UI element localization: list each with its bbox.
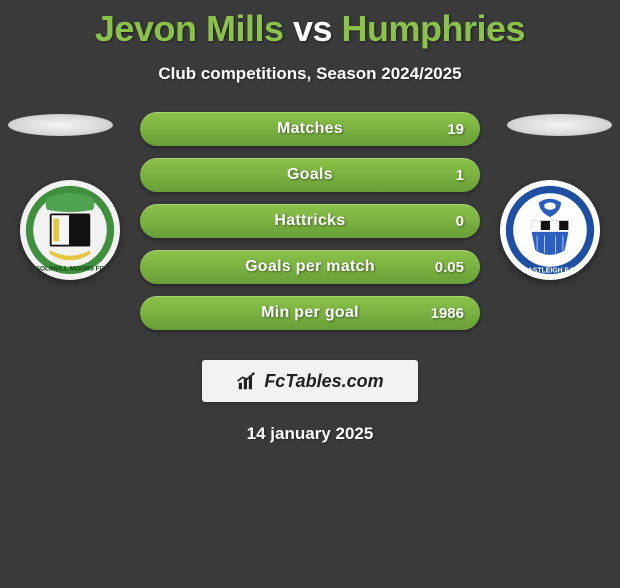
stat-row-goals: Goals 1 (140, 158, 480, 192)
avatar-placeholder-right (507, 114, 612, 136)
club-badge-left: SOLIHULL MOORS FC (20, 180, 120, 280)
branding-box: FcTables.com (202, 360, 418, 402)
snapshot-date: 14 january 2025 (0, 424, 620, 444)
stat-row-matches: Matches 19 (140, 112, 480, 146)
stats-rows: Matches 19 Goals 1 Hattricks 0 Goals per… (140, 112, 480, 342)
stat-label: Hattricks (274, 212, 345, 230)
comparison-title: Jevon Mills vs Humphries (0, 8, 620, 50)
stat-value: 0.05 (435, 259, 464, 276)
svg-text:EASTLEIGH F.C.: EASTLEIGH F.C. (523, 267, 577, 274)
svg-text:SOLIHULL MOORS FC: SOLIHULL MOORS FC (36, 265, 105, 272)
solihull-moors-crest-icon: SOLIHULL MOORS FC (24, 184, 116, 276)
stat-value: 0 (456, 213, 464, 230)
bar-chart-icon (236, 370, 258, 392)
stat-value: 1 (456, 167, 464, 184)
competition-subtitle: Club competitions, Season 2024/2025 (0, 64, 620, 84)
stat-label: Goals per match (245, 258, 375, 276)
eastleigh-fc-crest-icon: EASTLEIGH F.C. (504, 184, 596, 276)
branding-text: FcTables.com (264, 371, 383, 392)
stat-label: Goals (287, 166, 333, 184)
vs-label: vs (293, 8, 332, 49)
stat-row-min-per-goal: Min per goal 1986 (140, 296, 480, 330)
stat-row-hattricks: Hattricks 0 (140, 204, 480, 238)
club-badge-right: EASTLEIGH F.C. (500, 180, 600, 280)
stat-value: 19 (447, 121, 464, 138)
player2-name: Humphries (342, 8, 526, 49)
stat-label: Min per goal (261, 304, 359, 322)
stat-row-goals-per-match: Goals per match 0.05 (140, 250, 480, 284)
stats-arena: SOLIHULL MOORS FC EASTLEIGH F.C. Matches… (0, 112, 620, 342)
avatar-placeholder-left (8, 114, 113, 136)
player1-name: Jevon Mills (95, 8, 284, 49)
stat-label: Matches (277, 120, 343, 138)
stat-value: 1986 (431, 305, 464, 322)
